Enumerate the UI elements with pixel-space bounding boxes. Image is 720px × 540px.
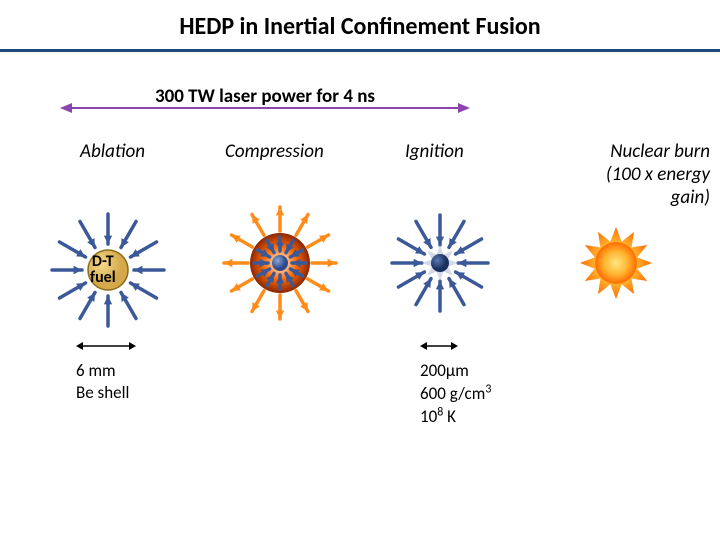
dimension-right-text: 200μm 600 g/cm3 108 K [420, 360, 491, 428]
stage-label-burn: Nuclear burn (100 x energy gain) [560, 140, 710, 209]
dt-fuel-label: D-T fuel [90, 254, 116, 286]
scale-bar-label: 300 TW laser power for 4 ns [60, 85, 470, 108]
burn-line2: (100 x energy [606, 163, 710, 186]
dim-right-line3: 108 K [420, 406, 456, 427]
dt-line2: fuel [90, 268, 116, 287]
title-underline [0, 49, 720, 52]
dim-right-line1: 200μm [420, 360, 469, 381]
stage-label-ablation: Ablation [80, 140, 145, 163]
dim-right-line2: 600 g/cm3 [420, 383, 491, 404]
dimension-left-text: 6 mm Be shell [76, 360, 129, 404]
dim-left-line2: Be shell [76, 382, 129, 403]
stage-label-compression: Compression [225, 140, 324, 163]
dim-left-line1: 6 mm [76, 360, 116, 381]
scale-bar-group: 300 TW laser power for 4 ns [60, 85, 470, 108]
burn-line1: Nuclear burn [610, 140, 710, 163]
stage-label-ignition: Ignition [405, 140, 464, 163]
burn-line3: gain) [671, 186, 710, 209]
page-title: HEDP in Inertial Confinement Fusion [0, 0, 720, 41]
